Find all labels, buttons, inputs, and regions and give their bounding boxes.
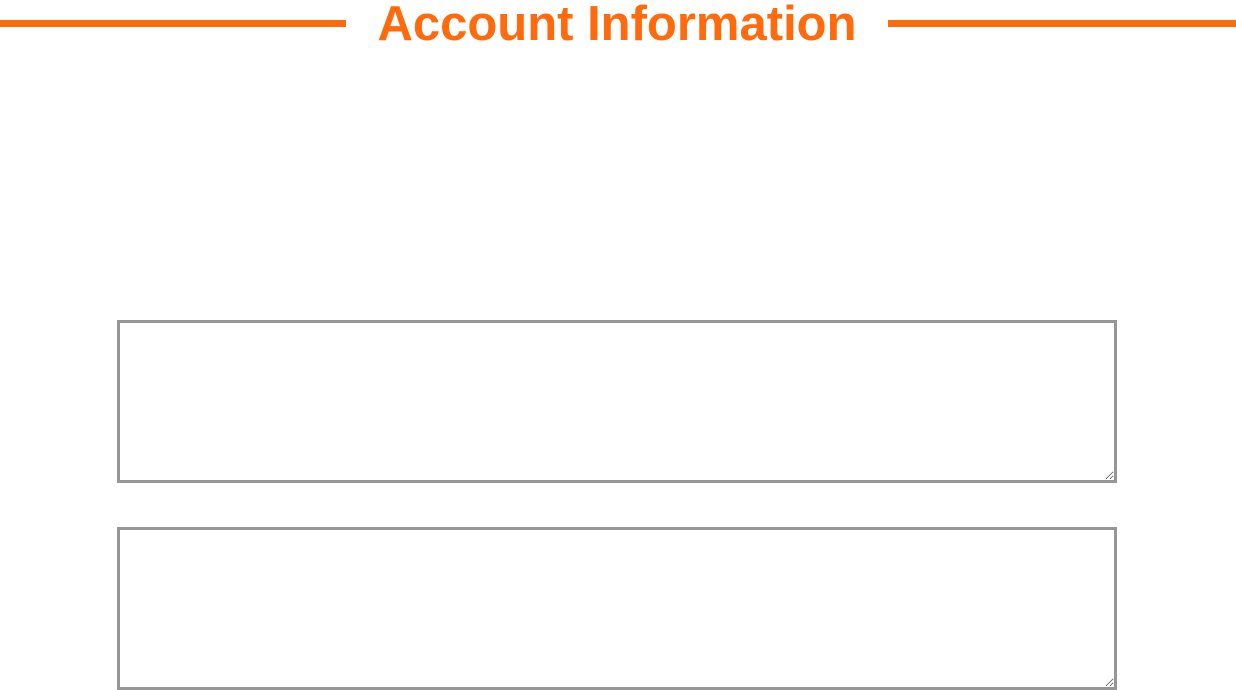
section-header: Account Information [0,0,1236,51]
account-field-1[interactable] [117,320,1117,483]
header-rule-right [888,20,1236,27]
account-field-2[interactable] [117,527,1117,690]
page-title: Account Information [377,0,857,51]
header-rule-left [0,20,346,27]
